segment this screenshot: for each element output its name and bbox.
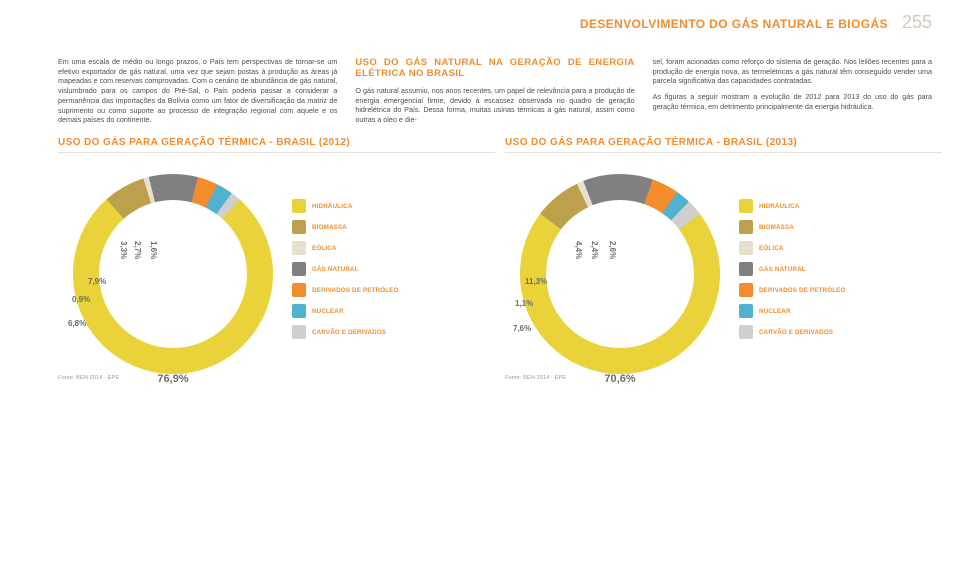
legend-row: EÓLICA [739,241,846,255]
body-column-3-text-a: sel, foram acionadas como reforço do sis… [653,57,932,86]
legend-label: DERIVADOS DE PETRÓLEO [312,287,399,294]
source-2012: Fonte: BEN 2014 - EPE [58,375,119,381]
legend-label: NUCLEAR [312,308,344,315]
legend-row: GÁS NATURAL [739,262,846,276]
donut-2013 [520,174,720,374]
chart-2012: USO DO GÁS PARA GERAÇÃO TÉRMICA - BRASIL… [58,137,495,389]
legend-label: GÁS NATURAL [759,266,806,273]
legend-swatch [292,199,306,213]
legend-row: HIDRÁULICA [292,199,399,213]
pct-2012-l2: 0,9% [72,295,90,304]
legend-swatch [739,304,753,318]
pct-2012-r3: 1,6% [149,241,158,259]
pct-2013-r1: 4,4% [574,241,583,259]
pct-2012-l3: 7,9% [88,277,106,286]
pct-2012-main: 76,9% [157,373,188,385]
legend-label: HIDRÁULICA [759,203,800,210]
pct-2013-r3: 2,6% [608,241,617,259]
body-column-2-text: O gás natural assumiu, nos anos recentes… [355,86,634,125]
legend-row: CARVÃO E DERIVADOS [292,325,399,339]
pct-2012-l1: 6,8% [68,319,86,328]
legend-label: BIOMASSA [312,224,347,231]
legend-row: HIDRÁULICA [739,199,846,213]
source-2013: Fonte: BEN 2014 - EPE [505,375,566,381]
legend-2012: HIDRÁULICA BIOMASSA EÓLICA GÁS NATURAL DERIV… [292,199,399,339]
legend-label: CARVÃO E DERIVADOS [312,329,386,336]
body-column-2: USO DO GÁS NATURAL NA GERAÇÃO DE ENERGIA… [355,57,634,125]
body-column-3: sel, foram acionadas como reforço do sis… [653,57,932,125]
legend-swatch [292,325,306,339]
legend-swatch [739,262,753,276]
legend-swatch [292,220,306,234]
legend-label: BIOMASSA [759,224,794,231]
legend-2013: HIDRÁULICA BIOMASSA EÓLICA GÁS NATURAL DERIV… [739,199,846,339]
legend-label: NUCLEAR [759,308,791,315]
legend-swatch [739,325,753,339]
pct-2013-r2: 2,4% [590,241,599,259]
donut-2013-wrap: 70,6% 7,6% 1,1% 11,3% 4,4% 2,4% 2,6% [505,159,735,389]
legend-label: EÓLICA [312,245,337,252]
pct-2013-l1: 7,6% [513,324,531,333]
subheading: USO DO GÁS NATURAL NA GERAÇÃO DE ENERGIA… [355,57,634,80]
legend-swatch [292,262,306,276]
legend-label: EÓLICA [759,245,784,252]
legend-row: NUCLEAR [292,304,399,318]
legend-swatch [739,220,753,234]
legend-row: CARVÃO E DERIVADOS [739,325,846,339]
legend-label: CARVÃO E DERIVADOS [759,329,833,336]
legend-swatch [292,241,306,255]
chart-2012-title: USO DO GÁS PARA GERAÇÃO TÉRMICA - BRASIL… [58,137,495,153]
pct-2013-l2: 1,1% [515,299,533,308]
legend-row: DERIVADOS DE PETRÓLEO [739,283,846,297]
legend-row: GÁS NATURAL [292,262,399,276]
body-column-1: Em uma escala de médio ou longo prazos, … [58,57,337,125]
chart-2013-title: USO DO GÁS PARA GERAÇÃO TÉRMICA - BRASIL… [505,137,942,153]
body-column-3-text-b: As figuras a seguir mostram a evolução d… [653,92,932,111]
page-title: DESENVOLVIMENTO DO GÁS NATURAL E BIOGÁS [580,17,888,31]
page-number: 255 [902,12,932,33]
legend-swatch [292,283,306,297]
legend-label: HIDRÁULICA [312,203,353,210]
legend-swatch [739,241,753,255]
legend-swatch [292,304,306,318]
legend-row: EÓLICA [292,241,399,255]
legend-label: GÁS NATURAL [312,266,359,273]
pct-2013-main: 70,6% [604,373,635,385]
legend-row: DERIVADOS DE PETRÓLEO [292,283,399,297]
legend-row: BIOMASSA [739,220,846,234]
pct-2013-l3: 11,3% [525,277,547,286]
chart-2013: USO DO GÁS PARA GERAÇÃO TÉRMICA - BRASIL… [505,137,942,389]
legend-swatch [739,283,753,297]
legend-swatch [739,199,753,213]
pct-2012-r2: 2,7% [133,241,142,259]
donut-2012 [73,174,273,374]
donut-2012-wrap: 76,9% 6,8% 0,9% 7,9% 3,3% 2,7% 1,6% [58,159,288,389]
legend-row: BIOMASSA [292,220,399,234]
legend-row: NUCLEAR [739,304,846,318]
pct-2012-r1: 3,3% [119,241,128,259]
legend-label: DERIVADOS DE PETRÓLEO [759,287,846,294]
